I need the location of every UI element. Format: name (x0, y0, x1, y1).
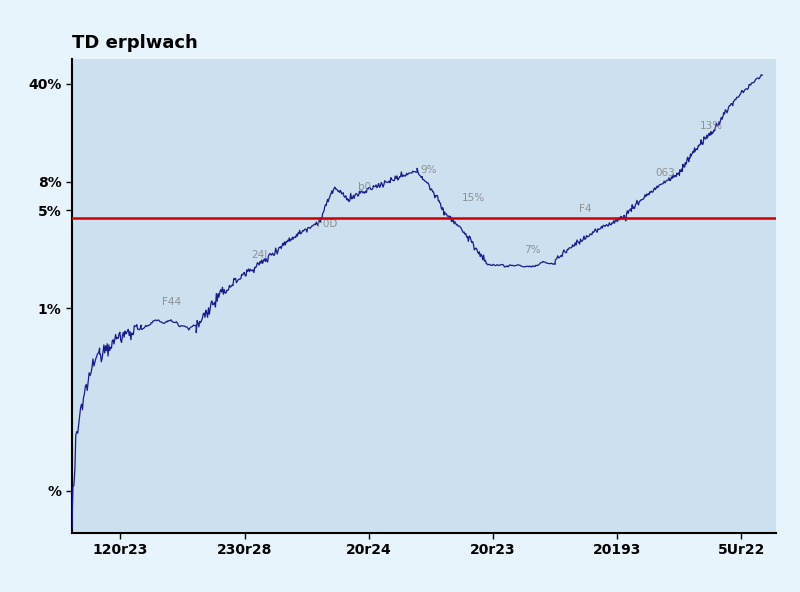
Text: 063: 063 (655, 168, 675, 178)
Text: b0: b0 (358, 182, 371, 192)
Text: 9%: 9% (421, 165, 437, 175)
Text: F44: F44 (162, 297, 181, 307)
Text: TD erplwach: TD erplwach (72, 34, 198, 52)
Text: 13%: 13% (700, 121, 723, 131)
Text: F0D: F0D (317, 219, 338, 229)
Text: 7%: 7% (524, 244, 541, 255)
Text: 15%: 15% (462, 194, 485, 204)
Text: F4: F4 (579, 204, 592, 214)
Text: 24l: 24l (251, 250, 268, 260)
